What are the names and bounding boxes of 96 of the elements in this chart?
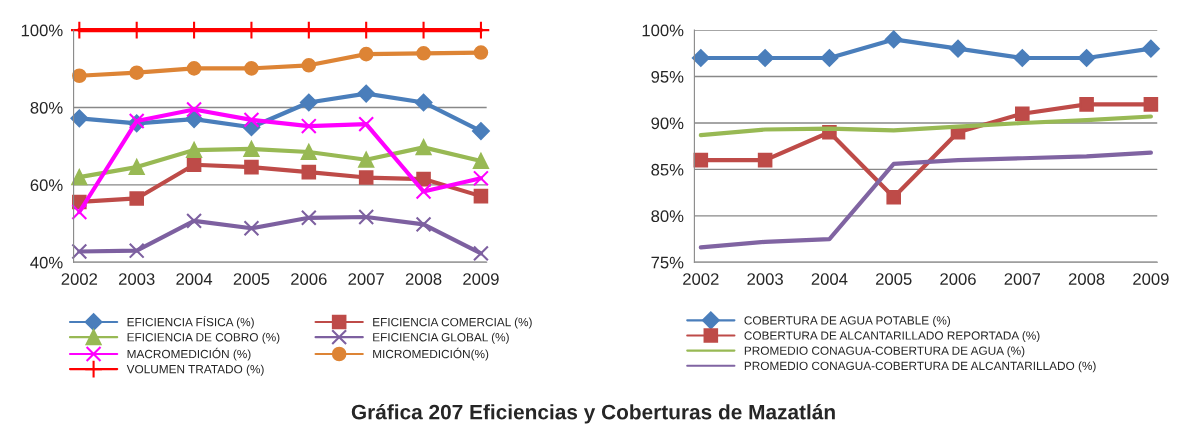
legend-label: EFICIENCIA DE COBRO (%) — [127, 332, 280, 344]
point — [756, 49, 775, 67]
point — [186, 157, 202, 173]
point — [358, 151, 375, 168]
point — [416, 46, 431, 61]
y-tick-label: 100% — [642, 24, 684, 37]
point — [414, 93, 433, 112]
legend-label: PROMEDIO CONAGUA-COBERTURA DE ALCANTARILLADO (%) — [744, 361, 1096, 373]
point — [1013, 49, 1032, 67]
point — [301, 58, 317, 73]
point — [1143, 97, 1159, 112]
point — [186, 101, 203, 118]
point — [129, 65, 144, 80]
point — [472, 170, 489, 187]
y-tick-label: 100% — [21, 24, 63, 37]
point — [1079, 97, 1094, 112]
point — [473, 45, 489, 60]
legend-label: EFICIENCIA GLOBAL (%) — [373, 332, 509, 344]
point — [244, 159, 259, 175]
point — [243, 140, 260, 157]
point — [1142, 39, 1160, 58]
x-tick-label: 2002 — [683, 273, 719, 285]
y-tick-label: 85% — [651, 163, 684, 176]
legend-label: EFICIENCIA COMERCIAL (%) — [373, 317, 532, 329]
point — [243, 220, 260, 237]
x-tick-label: 2009 — [463, 273, 499, 285]
legend-label: COBERTURA DE ALCANTARILLADO REPORTADA (%) — [744, 331, 1040, 343]
point — [472, 245, 489, 262]
x-tick-label: 2004 — [811, 273, 848, 285]
y-tick-label: 60% — [30, 179, 63, 192]
legend-label: MACROMEDICIÓN (%) — [127, 347, 251, 361]
legend-label: MICROMEDICIÓN(%) — [373, 347, 489, 361]
x-tick-label: 2005 — [233, 273, 270, 285]
point — [129, 191, 144, 206]
point — [71, 204, 88, 220]
point — [415, 139, 432, 156]
point — [472, 122, 490, 140]
point — [757, 152, 773, 168]
x-tick-label: 2006 — [291, 273, 327, 285]
point — [415, 216, 432, 233]
x-tick-label: 2003 — [119, 273, 155, 285]
point — [186, 142, 203, 159]
y-tick-label: 95% — [651, 70, 684, 83]
x-tick-label: 2008 — [405, 273, 442, 285]
point — [128, 242, 145, 259]
point — [186, 61, 202, 76]
y-tick-label: 40% — [30, 256, 63, 269]
point — [71, 169, 88, 186]
point — [820, 49, 839, 67]
point — [71, 243, 88, 260]
y-tick-label: 80% — [30, 101, 63, 114]
legend-label: COBERTURA DE AGUA POTABLE (%) — [744, 315, 951, 327]
x-tick-label: 2004 — [176, 273, 213, 285]
y-tick-label: 75% — [651, 256, 684, 269]
line-series — [698, 150, 1153, 250]
legend-label: PROMEDIO CONAGUA-COBERTURA DE AGUA (%) — [744, 346, 1025, 358]
point — [186, 212, 203, 229]
point — [358, 170, 374, 185]
x-tick-label: 2006 — [940, 273, 976, 285]
point — [70, 109, 89, 128]
point — [691, 49, 710, 67]
x-tick-label: 2005 — [876, 273, 912, 285]
point — [357, 84, 376, 103]
point — [299, 93, 318, 112]
x-tick-label: 2003 — [747, 273, 783, 285]
point — [949, 39, 967, 58]
y-tick-label: 90% — [651, 117, 684, 130]
text: Gráfica 207 Eficiencias y Coberturas de Mazatlán — [351, 403, 835, 424]
x-tick-label: 2002 — [61, 273, 98, 285]
point — [358, 209, 375, 226]
point — [416, 171, 431, 187]
legend-label: VOLUMEN TRATADO (%) — [126, 364, 264, 376]
point — [185, 110, 203, 129]
point — [886, 189, 901, 205]
point — [415, 183, 432, 200]
point — [300, 118, 317, 135]
x-tick-label: 2007 — [348, 273, 384, 285]
point — [300, 144, 317, 160]
point — [1077, 49, 1096, 67]
legend-label: EFICIENCIA FÍSICA (%) — [127, 315, 254, 329]
point — [244, 61, 259, 76]
point — [358, 46, 374, 62]
x-tick-label: 2008 — [1068, 273, 1105, 285]
y-tick-label: 80% — [651, 210, 684, 223]
x-tick-label: 2009 — [1133, 273, 1169, 285]
point — [358, 116, 375, 133]
point — [243, 111, 260, 128]
point — [72, 68, 87, 84]
x-tick-label: 2007 — [1004, 273, 1041, 285]
point — [473, 188, 489, 204]
point — [1015, 106, 1030, 121]
point — [884, 30, 903, 49]
point — [128, 159, 145, 176]
point — [300, 209, 317, 226]
point — [301, 164, 317, 180]
point — [472, 152, 489, 169]
